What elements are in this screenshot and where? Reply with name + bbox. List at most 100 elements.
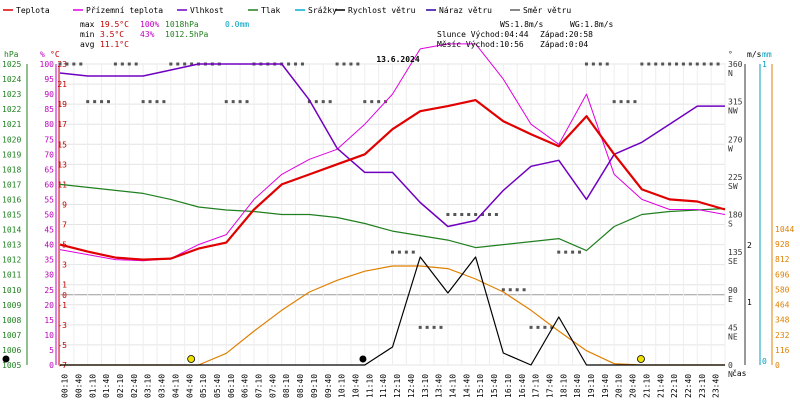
dir-tick-name: W bbox=[728, 144, 733, 153]
hpa-tick-label: 1010 bbox=[2, 286, 21, 295]
wind-direction-mark bbox=[591, 62, 595, 66]
wind-direction-mark bbox=[550, 325, 554, 329]
x-tick-label: 04:40 bbox=[185, 374, 194, 398]
rad-tick-label: 464 bbox=[775, 301, 790, 310]
sun-event-marker bbox=[187, 355, 196, 363]
wind-direction-mark bbox=[564, 250, 568, 254]
x-tick-label: 13:10 bbox=[421, 374, 430, 398]
hpa-tick-label: 1018 bbox=[2, 165, 21, 174]
wind-direction-mark bbox=[328, 100, 332, 104]
dir-tick-label: 45 bbox=[728, 323, 738, 332]
wind-direction-mark bbox=[605, 62, 609, 66]
x-tick-label: 19:10 bbox=[587, 374, 596, 398]
pct-tick-label: 50 bbox=[44, 211, 54, 220]
dir-tick-name: SW bbox=[728, 182, 738, 191]
wind-speed-line bbox=[60, 256, 725, 366]
x-tick-label: 00:10 bbox=[61, 374, 70, 398]
wind-direction-mark bbox=[695, 62, 699, 66]
wind-direction-mark bbox=[349, 62, 353, 66]
wind-direction-mark bbox=[661, 62, 665, 66]
stats-min-temp: 3.5°C bbox=[100, 30, 124, 39]
mm-axis-unit: mm bbox=[762, 50, 772, 59]
pct-tick-label: 35 bbox=[44, 256, 54, 265]
x-tick-label: 22:10 bbox=[670, 374, 679, 398]
rad-tick-label: 0 bbox=[775, 361, 780, 370]
dir-tick-label: 180 bbox=[728, 211, 743, 220]
x-tick-label: 03:40 bbox=[158, 374, 167, 398]
pct-tick-label: 40 bbox=[44, 241, 54, 250]
dir-tick-name: SE bbox=[728, 257, 738, 266]
pct-tick-label: 65 bbox=[44, 165, 54, 174]
pct-tick-label: 70 bbox=[44, 150, 54, 159]
x-tick-label: 07:10 bbox=[255, 374, 264, 398]
wind-direction-mark bbox=[155, 100, 159, 104]
x-tick-label: 14:40 bbox=[462, 374, 471, 398]
pct-tick-label: 90 bbox=[44, 90, 54, 99]
x-tick-label: 10:10 bbox=[338, 374, 347, 398]
wind-direction-mark bbox=[626, 100, 630, 104]
hpa-tick-label: 1023 bbox=[2, 90, 21, 99]
x-tick-label: 22:40 bbox=[684, 374, 693, 398]
wind-direction-mark bbox=[307, 100, 311, 104]
x-tick-label: 17:40 bbox=[545, 374, 554, 398]
x-tick-label: 15:40 bbox=[490, 374, 499, 398]
dir-tick-name: NW bbox=[728, 107, 738, 116]
temp-tick-label: 23 bbox=[57, 60, 67, 69]
pct-tick-label: 60 bbox=[44, 180, 54, 189]
stats-max-hum: 100% bbox=[140, 20, 159, 29]
wind-direction-mark bbox=[224, 100, 228, 104]
pct-tick-label: 15 bbox=[44, 316, 54, 325]
rad-tick-label: 1044 bbox=[775, 225, 794, 234]
wind-direction-mark bbox=[113, 62, 117, 66]
wind-direction-mark bbox=[231, 100, 235, 104]
stats-ws: WS:1.8m/s bbox=[500, 20, 544, 29]
wind-direction-mark bbox=[148, 100, 152, 104]
wind-direction-mark bbox=[571, 250, 575, 254]
hpa-tick-label: 1017 bbox=[2, 180, 21, 189]
dir-tick-label: 0 bbox=[728, 361, 733, 370]
pct-tick-label: 55 bbox=[44, 195, 54, 204]
dir-tick-label: 225 bbox=[728, 173, 743, 182]
x-tick-label: 17:10 bbox=[532, 374, 541, 398]
wind-direction-mark bbox=[654, 62, 658, 66]
wind-direction-mark bbox=[688, 62, 692, 66]
wind-direction-mark bbox=[404, 250, 408, 254]
sun-event-marker bbox=[637, 355, 645, 363]
ms-axis-unit: m/s bbox=[747, 50, 762, 59]
x-tick-label: 01:10 bbox=[88, 374, 97, 398]
wind-direction-mark bbox=[716, 62, 720, 66]
wind-direction-mark bbox=[342, 62, 346, 66]
stats-max-press: 1018hPa bbox=[165, 20, 199, 29]
dir-tick-name: N bbox=[728, 69, 733, 78]
wind-direction-mark bbox=[668, 62, 672, 66]
wind-direction-mark bbox=[432, 325, 436, 329]
x-tick-label: 19:40 bbox=[601, 374, 610, 398]
wind-direction-mark bbox=[294, 62, 298, 66]
stats-max-label: max bbox=[80, 20, 95, 29]
wind-direction-mark bbox=[391, 250, 394, 254]
x-tick-label: 10:40 bbox=[352, 374, 361, 398]
ms-tick-label: 1 bbox=[747, 298, 752, 307]
x-tick-label: 18:10 bbox=[559, 374, 568, 398]
pct-tick-label: 25 bbox=[44, 286, 54, 295]
wind-direction-mark bbox=[411, 250, 415, 254]
hpa-tick-label: 1024 bbox=[2, 75, 21, 84]
hpa-axis-unit: hPa bbox=[4, 50, 19, 59]
dir-axis-unit: ° bbox=[728, 50, 733, 59]
wind-direction-mark bbox=[467, 213, 471, 216]
wind-direction-mark bbox=[190, 62, 194, 66]
x-tick-label: 11:40 bbox=[379, 374, 388, 398]
pct-tick-label: 20 bbox=[44, 301, 54, 310]
hpa-tick-label: 1012 bbox=[2, 256, 21, 265]
wind-direction-mark bbox=[557, 250, 561, 254]
hpa-tick-label: 1015 bbox=[2, 211, 21, 220]
hpa-tick-label: 1005 bbox=[2, 361, 21, 370]
temp-tick-label: 0 bbox=[62, 291, 67, 300]
x-tick-label: 06:10 bbox=[227, 374, 236, 398]
wind-direction-mark bbox=[543, 325, 547, 329]
legend-label: Tlak bbox=[261, 6, 280, 15]
legend-label: Směr větru bbox=[523, 6, 571, 15]
wind-direction-mark bbox=[453, 213, 457, 216]
x-tick-label: 16:40 bbox=[518, 374, 527, 398]
x-tick-label: 12:10 bbox=[393, 374, 402, 398]
